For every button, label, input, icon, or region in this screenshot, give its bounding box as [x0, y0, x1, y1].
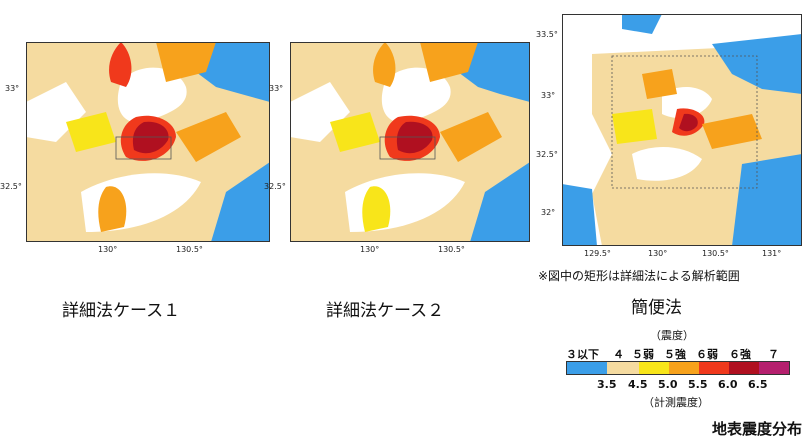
map-case1-xtick: 130.5°	[176, 245, 203, 254]
legend-value: 3.5	[597, 378, 617, 391]
map-case1: 33° 32.5° 130° 130.5°	[0, 42, 270, 254]
legend-level: ５強	[664, 348, 686, 361]
legend-title: （震度）	[650, 329, 694, 342]
caption-case1: 詳細法ケース１	[62, 301, 181, 321]
legend-value: 4.5	[628, 378, 648, 391]
legend-level: ６弱	[696, 348, 718, 361]
legend-swatch	[607, 362, 639, 374]
legend-level: ４	[613, 348, 624, 361]
map-simple: 33.5° 33° 32.5° 32° 129.5° 130° 130.5° 1…	[536, 14, 802, 258]
analysis-range-note: ※図中の矩形は詳細法による解析範囲	[538, 269, 740, 283]
legend-swatch	[699, 362, 729, 374]
legend-colorbar	[566, 361, 790, 375]
map-simple-ytick: 33°	[541, 91, 556, 100]
map-simple-graphic	[562, 14, 802, 246]
map-case2-graphic	[290, 42, 530, 242]
legend-value: 6.5	[748, 378, 768, 391]
legend-swatch	[639, 362, 669, 374]
caption-case2: 詳細法ケース２	[326, 301, 445, 321]
legend-level: ３以下	[566, 348, 599, 361]
map-simple-xtick: 130.5°	[702, 249, 729, 258]
map-case1-ytick: 32.5°	[0, 182, 22, 191]
map-case1-graphic	[26, 42, 270, 242]
legend-swatch	[669, 362, 699, 374]
legend-value: 6.0	[718, 378, 738, 391]
map-simple-xtick: 131°	[762, 249, 782, 258]
legend-subtitle: （計測震度）	[643, 396, 709, 409]
legend-level: ７	[768, 348, 779, 361]
map-simple-ytick: 32.5°	[536, 150, 558, 159]
figure-footer-title: 地表震度分布	[711, 420, 802, 438]
map-case2-ytick: 33°	[269, 84, 284, 93]
map-simple-xtick: 130°	[648, 249, 668, 258]
map-case1-xtick: 130°	[98, 245, 118, 254]
caption-simple: 簡便法	[631, 298, 682, 318]
map-case2-xtick: 130.5°	[438, 245, 465, 254]
map-case2-xtick: 130°	[360, 245, 380, 254]
map-simple-xtick: 129.5°	[584, 249, 611, 258]
map-case2: 33° 32.5° 130° 130.5°	[264, 42, 530, 254]
legend-value: 5.5	[688, 378, 708, 391]
map-case2-ytick: 32.5°	[264, 182, 286, 191]
map-simple-ytick: 33.5°	[536, 30, 558, 39]
legend-level: ６強	[729, 348, 751, 361]
legend-swatch	[567, 362, 607, 374]
legend-level: ５弱	[632, 348, 654, 361]
legend-swatch	[729, 362, 759, 374]
map-case1-ytick: 33°	[5, 84, 20, 93]
legend-value: 5.0	[658, 378, 678, 391]
map-simple-ytick: 32°	[541, 208, 556, 217]
legend-swatch	[759, 362, 789, 374]
